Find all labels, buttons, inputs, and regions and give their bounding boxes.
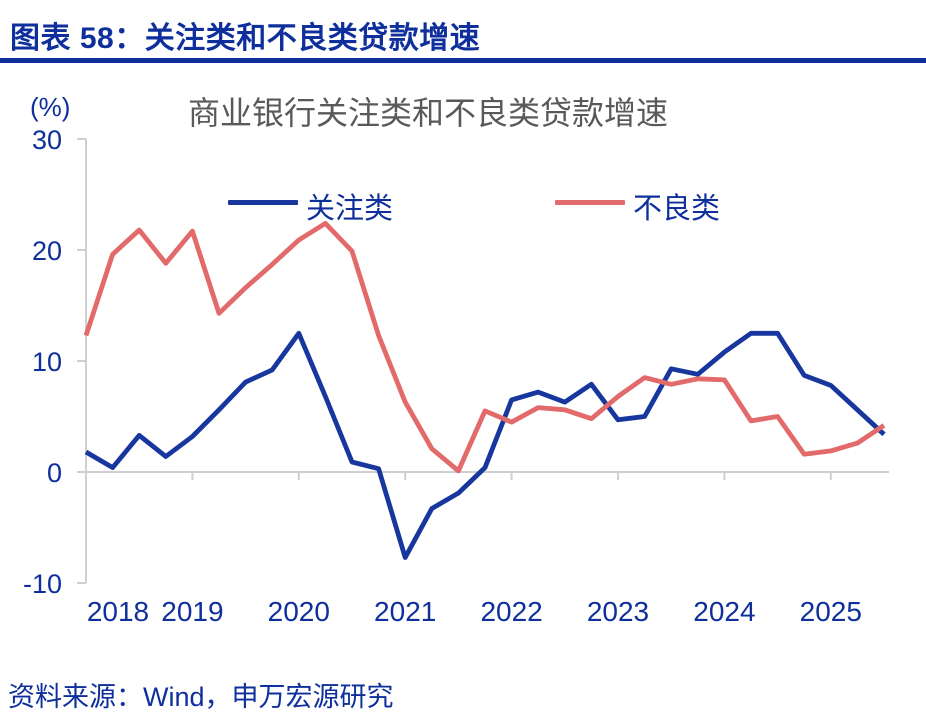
- y-axis-tick-label: 10: [32, 347, 62, 377]
- legend-swatch-npl: [555, 200, 625, 205]
- y-axis-tick-label: 20: [32, 236, 62, 266]
- figure-header-title: 图表 58：关注类和不良类贷款增速: [10, 22, 481, 55]
- x-axis-year-label: 2018: [87, 596, 149, 627]
- series-line-npl: [83, 220, 886, 474]
- y-axis-tick-label: -10: [23, 569, 62, 599]
- x-axis-year-label: 2024: [693, 596, 755, 627]
- y-axis-tick-label: 30: [32, 125, 62, 155]
- header-divider-rule: [0, 58, 926, 63]
- legend-label-npl: 不良类: [633, 193, 721, 225]
- chart-title: 商业银行关注类和不良类贷款增速: [187, 95, 668, 131]
- x-axis-year-label: 2021: [374, 596, 436, 627]
- x-axis-year-label: 2023: [587, 596, 649, 627]
- series-line-special-mention: [84, 330, 886, 560]
- y-axis-unit-label: (%): [30, 92, 71, 122]
- x-axis-year-label: 2025: [800, 596, 862, 627]
- x-axis-year-label: 2022: [480, 596, 542, 627]
- x-axis-year-label: 2019: [161, 596, 223, 627]
- source-attribution: 资料来源：Wind，申万宏源研究: [8, 682, 394, 712]
- legend-label-special-mention: 关注类: [306, 193, 394, 225]
- y-axis-tick-label: 0: [47, 458, 62, 488]
- legend-swatch-special-mention: [228, 200, 298, 205]
- x-axis-year-label: 2020: [268, 596, 330, 627]
